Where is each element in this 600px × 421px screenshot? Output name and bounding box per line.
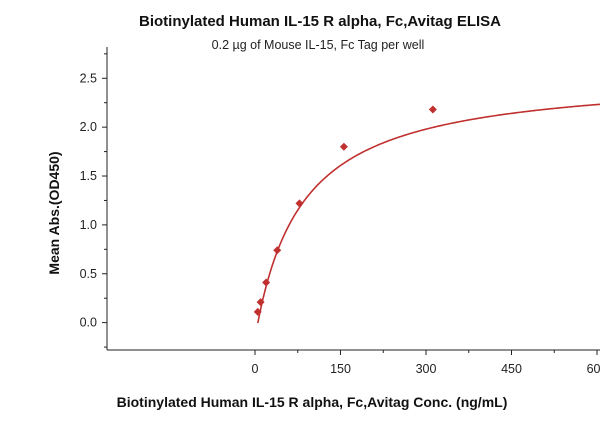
- y-tick-label: 0.0: [80, 316, 97, 330]
- y-tick-label: 1.0: [80, 218, 97, 232]
- x-tick-label: 0: [252, 362, 259, 376]
- x-tick-label: 150: [330, 362, 351, 376]
- points-layer: [253, 105, 437, 316]
- axes: [106, 47, 600, 351]
- data-point: [253, 307, 262, 316]
- y-tick-label: 2.0: [80, 120, 97, 134]
- y-axis-label: Mean Abs.(OD450): [46, 151, 62, 274]
- data-point: [428, 105, 437, 114]
- data-point: [295, 199, 304, 208]
- y-tick-label: 2.5: [80, 71, 97, 85]
- chart-title: Biotinylated Human IL-15 R alpha, Fc,Avi…: [139, 13, 501, 30]
- data-point: [339, 142, 348, 151]
- data-point: [262, 278, 271, 287]
- x-tick-label: 450: [501, 362, 522, 376]
- fit-layer: [257, 103, 600, 324]
- y-tick-label: 0.5: [80, 267, 97, 281]
- x-tick-label: 600: [587, 362, 600, 376]
- data-point: [256, 298, 265, 307]
- data-point: [273, 246, 282, 255]
- chart-subtitle: 0.2 µg of Mouse IL-15, Fc Tag per well: [212, 38, 425, 52]
- x-axis-label: Biotinylated Human IL-15 R alpha, Fc,Avi…: [117, 394, 508, 410]
- fit-curve: [257, 103, 600, 324]
- ticks: 0 150 300 450 600 0.0 0.5 1.0 1.5 2.0 2.5: [80, 53, 600, 376]
- y-tick-label: 1.5: [80, 169, 97, 183]
- x-tick-label: 300: [416, 362, 437, 376]
